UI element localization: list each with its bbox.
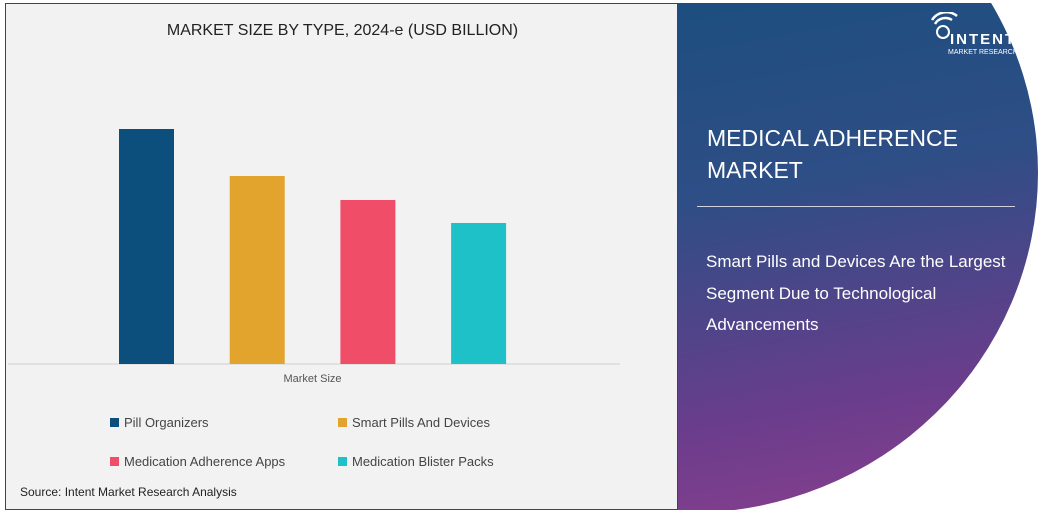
logo: INTENT MARKET RESEARCH (930, 10, 1030, 62)
legend-item-smart-pills: Smart Pills And Devices (338, 415, 490, 430)
divider (697, 206, 1015, 207)
legend-swatch (338, 457, 347, 466)
legend-item-adherence-apps: Medication Adherence Apps (110, 454, 285, 469)
svg-text:INTENT: INTENT (950, 31, 1016, 48)
panel-subtitle: Smart Pills and Devices Are the Largest … (706, 252, 1006, 334)
x-axis-label: Market Size (283, 373, 342, 385)
bar-plot (8, 129, 620, 365)
legend-item-pill-organizers: Pill Organizers (110, 415, 209, 430)
legend-label: Medication Adherence Apps (124, 454, 286, 469)
source-note: Source: Intent Market Research Analysis (20, 485, 237, 499)
svg-text:MARKET RESEARCH: MARKET RESEARCH (948, 49, 1018, 56)
legend-swatch (110, 457, 119, 466)
panel-title: MEDICAL ADHERENCE MARKET (707, 125, 958, 183)
legend-item-blister-packs: Medication Blister Packs (338, 454, 494, 469)
legend-label: Pill Organizers (124, 415, 209, 430)
chart-title: MARKET SIZE BY TYPE, 2024-e (USD BILLION… (166, 22, 519, 39)
bar-pill-organizers (119, 129, 174, 364)
bar-medication-blister-packs (451, 223, 507, 364)
legend-swatch (338, 418, 347, 427)
info-panel (678, 3, 1040, 510)
bar-smart-pills-and-devices (229, 176, 285, 364)
bar-medication-adherence-apps (340, 200, 396, 364)
legend-label: Smart Pills And Devices (352, 415, 490, 430)
legend-label: Medication Blister Packs (352, 454, 494, 469)
logo-signal-icon: INTENT MARKET RESEARCH (930, 10, 1018, 56)
legend-swatch (110, 418, 119, 427)
